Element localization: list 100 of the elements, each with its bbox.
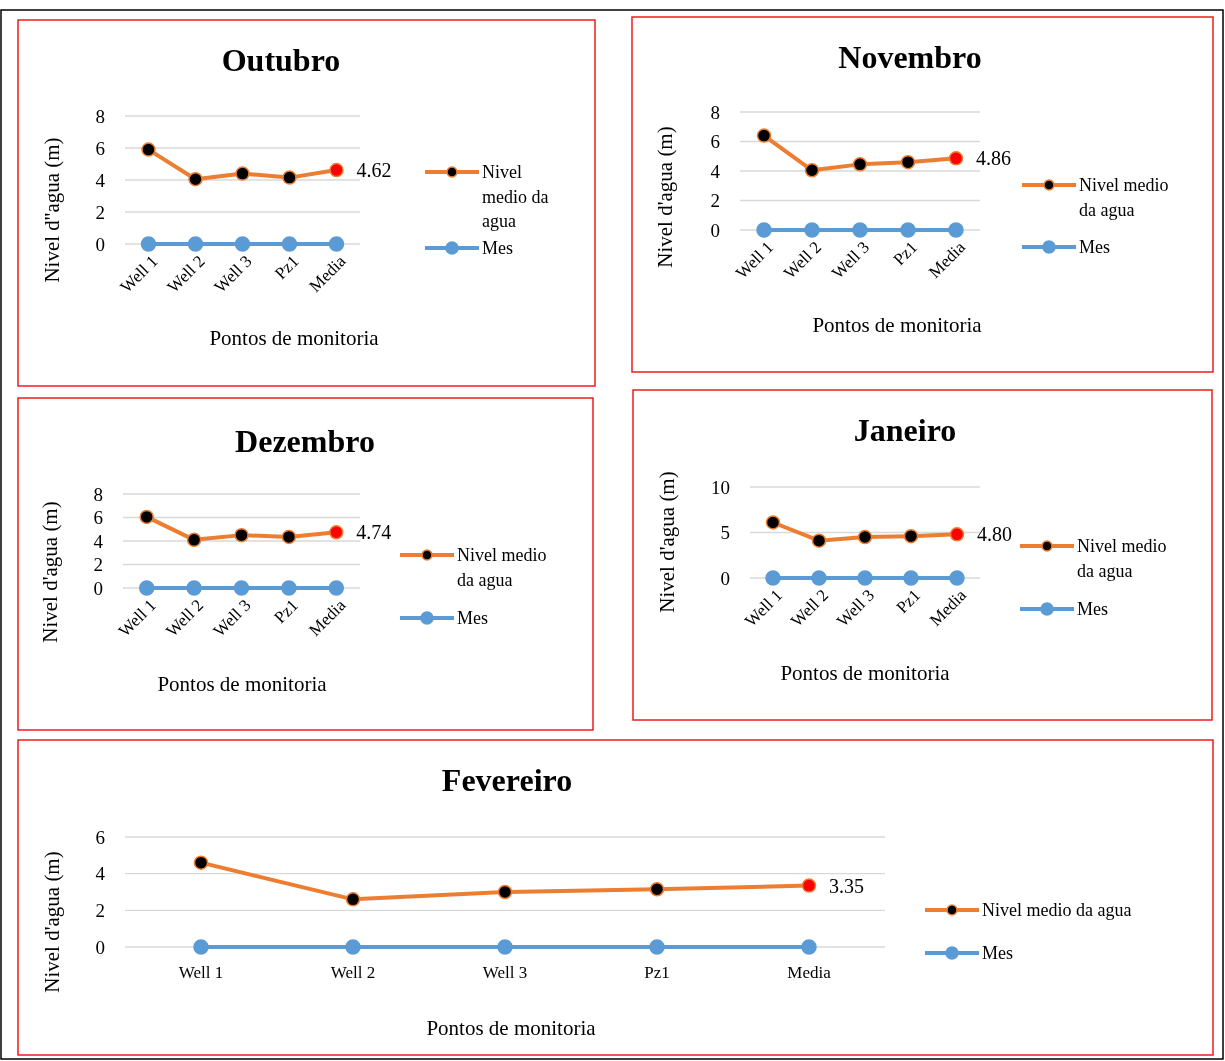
point bbox=[234, 527, 249, 543]
y-axis-title: Nivel d'agua (m) bbox=[653, 126, 678, 268]
point bbox=[811, 570, 827, 586]
y-tick-label: 4 bbox=[95, 863, 106, 885]
chart-title: Outubro bbox=[221, 42, 341, 79]
y-tick-label: 0 bbox=[720, 567, 730, 589]
point bbox=[948, 151, 964, 166]
point bbox=[235, 166, 250, 181]
point bbox=[804, 222, 820, 238]
point bbox=[345, 892, 361, 907]
data-label: 4.80 bbox=[977, 523, 1012, 546]
x-tick-label: Well 3 bbox=[828, 237, 874, 283]
point bbox=[852, 157, 868, 172]
legend-label: Mes bbox=[1077, 599, 1108, 620]
y-axis-title: Nivel d'agua (m) bbox=[38, 501, 63, 643]
legend-label: Nivel medio da agua bbox=[457, 545, 547, 590]
data-label: 4.86 bbox=[976, 147, 1011, 170]
x-tick-label: Well 3 bbox=[210, 251, 256, 297]
legend-label: Nivel medio da agua bbox=[1077, 536, 1167, 581]
point bbox=[282, 170, 297, 185]
x-tick-label: Well 3 bbox=[833, 585, 879, 631]
point bbox=[852, 222, 868, 238]
point bbox=[649, 882, 665, 897]
chart-title: Dezembro bbox=[235, 423, 375, 460]
point bbox=[900, 154, 916, 170]
x-tick-label: Pz1 bbox=[644, 962, 670, 982]
legend-label: Nivel medio da agua bbox=[1079, 175, 1169, 220]
point bbox=[649, 939, 665, 955]
x-tick-label: Well 3 bbox=[209, 595, 255, 641]
x-tick-label: Well 2 bbox=[780, 237, 826, 283]
x-tick-label: Well 1 bbox=[116, 251, 162, 297]
y-tick-label: 8 bbox=[710, 101, 720, 123]
y-tick-label: 4 bbox=[710, 160, 721, 182]
point bbox=[193, 855, 209, 870]
x-tick-label: Well 1 bbox=[732, 237, 778, 283]
x-tick-label: Pz1 bbox=[270, 595, 302, 628]
point bbox=[804, 163, 820, 178]
point bbox=[234, 236, 251, 252]
data-label: 3.35 bbox=[829, 874, 864, 897]
x-tick-label: Well 1 bbox=[114, 595, 160, 641]
point bbox=[497, 939, 513, 955]
x-tick-label: Pz1 bbox=[271, 251, 303, 284]
point bbox=[857, 570, 873, 586]
y-tick-label: 0 bbox=[95, 233, 105, 255]
point bbox=[186, 580, 202, 596]
y-tick-label: 8 bbox=[93, 483, 103, 505]
legend-label: Nivel medio da agua bbox=[982, 900, 1132, 921]
y-tick-label: 5 bbox=[720, 522, 730, 544]
legend-label: Mes bbox=[982, 943, 1013, 964]
legend-label: Nivel medio da agua bbox=[482, 162, 549, 231]
y-tick-label: 2 bbox=[93, 554, 103, 576]
point bbox=[756, 222, 772, 238]
point bbox=[801, 939, 817, 955]
y-tick-label: 2 bbox=[95, 899, 105, 921]
y-tick-label: 0 bbox=[93, 577, 103, 599]
y-tick-label: 4 bbox=[95, 169, 106, 191]
chart-title: Novembro bbox=[838, 39, 982, 76]
point bbox=[497, 884, 513, 900]
y-axis-title: Nivel d'agua (m) bbox=[40, 851, 65, 993]
point bbox=[765, 515, 781, 530]
point bbox=[329, 162, 344, 178]
point bbox=[281, 236, 298, 252]
point bbox=[948, 222, 964, 238]
point bbox=[138, 580, 155, 596]
point bbox=[328, 236, 345, 252]
x-axis-title: Pontos de monitoria bbox=[780, 661, 951, 686]
x-tick-label: Pz1 bbox=[889, 237, 922, 270]
legend-label: Mes bbox=[482, 238, 513, 259]
point bbox=[281, 529, 297, 545]
point bbox=[765, 570, 781, 586]
x-tick-label: Pz1 bbox=[892, 585, 925, 618]
chart-title: Fevereiro bbox=[441, 762, 573, 799]
y-tick-label: 2 bbox=[95, 201, 105, 223]
x-tick-label: Well 2 bbox=[162, 595, 208, 641]
data-label: 4.62 bbox=[356, 159, 392, 182]
point bbox=[949, 527, 965, 542]
x-tick-label: Well 2 bbox=[787, 585, 833, 631]
point bbox=[756, 128, 772, 143]
point bbox=[193, 939, 209, 955]
x-tick-label: Well 1 bbox=[741, 585, 787, 631]
point bbox=[949, 570, 965, 586]
x-tick-label: Well 2 bbox=[163, 251, 209, 297]
y-tick-label: 0 bbox=[710, 219, 720, 241]
x-axis-title: Pontos de monitoria bbox=[812, 313, 983, 338]
point bbox=[903, 528, 919, 544]
y-tick-label: 8 bbox=[95, 105, 105, 127]
x-tick-label: Well 1 bbox=[178, 962, 224, 982]
point bbox=[328, 580, 345, 596]
point bbox=[187, 236, 204, 252]
point bbox=[345, 939, 361, 955]
point bbox=[329, 525, 344, 540]
x-axis-title: Pontos de monitoria bbox=[157, 672, 328, 697]
point bbox=[141, 142, 156, 157]
point bbox=[281, 580, 297, 596]
point bbox=[811, 533, 827, 548]
x-tick-label: Well 3 bbox=[482, 962, 528, 982]
point bbox=[139, 509, 154, 525]
y-tick-label: 6 bbox=[95, 826, 105, 848]
x-tick-label: Media bbox=[787, 962, 832, 982]
point bbox=[903, 570, 919, 586]
